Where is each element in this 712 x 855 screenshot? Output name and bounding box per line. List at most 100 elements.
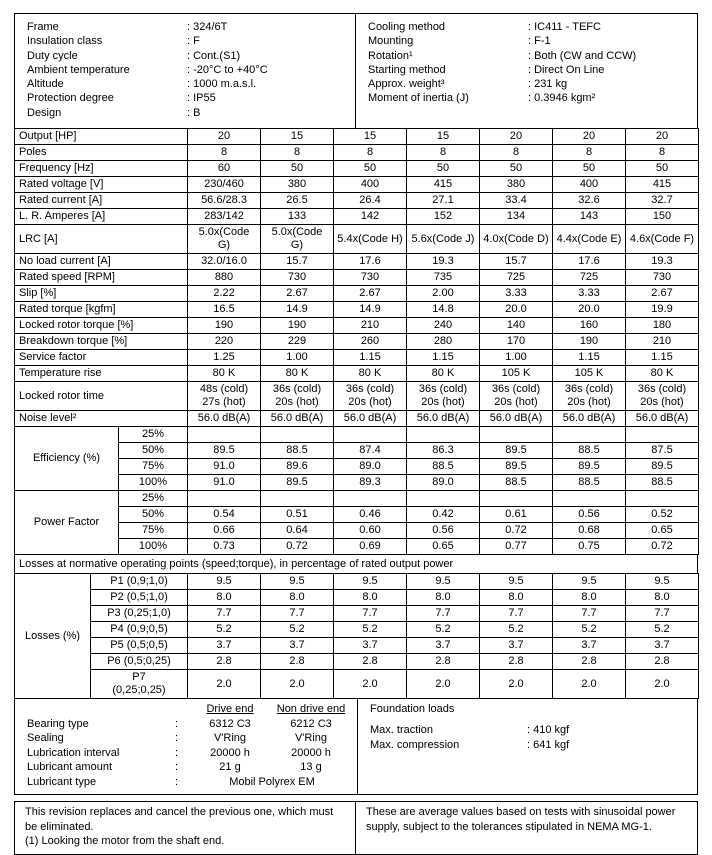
load-label: 75% [118, 522, 188, 540]
cell: 20.0 [479, 301, 553, 319]
cell: 2.0 [333, 669, 407, 700]
cell: V'Ring [294, 732, 328, 745]
point-label: P5 (0,5;0,5) [90, 637, 188, 655]
cell: 8 [406, 144, 480, 162]
table-row: Breakdown torque [%] 220 229 260 280 170 190 21… [14, 333, 699, 351]
cell: 88.5 [625, 474, 699, 492]
cell: 2.0 [406, 669, 480, 700]
info-label: Insulation class [27, 35, 103, 48]
cell: 19.3 [406, 253, 480, 271]
cell: 36s (cold) 20s (hot) [552, 381, 626, 412]
cell: 5.2 [479, 621, 553, 639]
info-label: Moment of inertia (J) [368, 92, 469, 105]
table-row: LRC [A] 5.0x(Code G) 5.0x(Code G) 5.4x(Code… [14, 224, 699, 255]
spec-table: Output [HP] 20 15 15 15 20 20 20 Poles 8 8 8 8 8 8 8 Fre… [14, 128, 699, 428]
losses-table-body: Losses (%) P1 (0,9;1,0) 9.5 9.5 9.5 9.5 9.5 9.5… [14, 573, 699, 700]
cell: 4.4x(Code E) [552, 224, 626, 255]
table-row: Lubricant amount: 21 g 13 g [27, 760, 353, 775]
row-label: Output [HP] [14, 128, 188, 146]
table-row: 75% 0.66 0.64 0.60 0.56 0.72 0.68 0.65 [15, 522, 699, 540]
cell: 105 K [552, 365, 626, 383]
cell: 2.0 [552, 669, 626, 700]
info-label: Duty cycle [27, 49, 78, 62]
cell: 91.0 [187, 458, 261, 476]
table-row: Locked rotor time 48s (cold) 27s (hot) 36s… [14, 381, 699, 412]
cell: 230/460 [187, 176, 261, 194]
cell: 60 [187, 160, 261, 178]
info-label: Frame [27, 21, 59, 33]
group-label: Power Factor [14, 490, 119, 556]
cell: 33.4 [479, 192, 553, 210]
table-row: Slip [%] 2.22 2.67 2.67 2.00 3.33 3.33 2.67 [14, 285, 699, 303]
cell: 1.15 [552, 349, 626, 367]
losses-table: Losses (%) P1 (0,9;1,0) 9.5 9.5 9.5 9.5 9.5 9.5… [14, 573, 699, 700]
cell: 32.7 [625, 192, 699, 210]
cell: 50 [406, 160, 480, 178]
cell: 9.5 [260, 573, 334, 591]
cell: 15 [406, 128, 480, 146]
cell: 36s (cold) 20s (hot) [333, 381, 407, 412]
info-row: Approx. weight³: 231 kg [368, 77, 693, 91]
cell: 8.0 [187, 589, 261, 607]
row-label: Temperature rise [14, 365, 188, 383]
table-row: Rated voltage [V] 230/460 380 400 415 380 400 4… [14, 176, 699, 194]
info-row: Ambient temperature: -20°C to +40°C [27, 63, 351, 77]
info-value: : IP55 [187, 92, 216, 105]
cell: 0.56 [552, 506, 626, 524]
cell: 160 [552, 317, 626, 335]
spacer-cell [175, 702, 191, 717]
cell [406, 490, 480, 508]
cell: 3.7 [552, 637, 626, 655]
cell: 26.4 [333, 192, 407, 210]
table-row: Efficiency (%) 25% [14, 426, 699, 492]
cell: 2.00 [406, 285, 480, 303]
cell: 2.0 [260, 669, 334, 700]
info-value: : -20°C to +40°C [187, 63, 268, 76]
colon: : [175, 717, 179, 730]
cell: 5.0x(Code G) [187, 224, 261, 255]
cell: 4.6x(Code F) [625, 224, 699, 255]
cell: 220 [187, 333, 261, 351]
row-label: Poles [14, 144, 188, 162]
point-label: P1 (0,9;1,0) [90, 573, 188, 591]
table-row: P3 (0,25;1,0) 7.7 7.7 7.7 7.7 7.7 7.7 7.7 [15, 605, 699, 623]
table-row: Sealing: V'Ring V'Ring [27, 731, 353, 746]
cell: 190 [260, 317, 334, 335]
table-row: P7 (0,25;0,25) 2.0 2.0 2.0 2.0 2.0 2.0 2.0 [15, 669, 699, 700]
cell: 88.5 [552, 442, 626, 460]
cell: 32.0/16.0 [187, 253, 261, 271]
cell: 88.5 [406, 458, 480, 476]
cell: 380 [479, 176, 553, 194]
cell: 3.33 [479, 285, 553, 303]
cell: 2.8 [406, 653, 480, 671]
cell: 8 [260, 144, 334, 162]
cell: 50 [479, 160, 553, 178]
cell: 5.2 [187, 621, 261, 639]
table-row: Losses (%) P1 (0,9;1,0) 9.5 9.5 9.5 9.5 9.5 9.5… [14, 573, 699, 700]
cell: 280 [406, 333, 480, 351]
info-label: Cooling method [368, 21, 446, 33]
row-label: Lubricant amount [27, 761, 112, 774]
cell: 56.0 dB(A) [552, 410, 626, 428]
cell: 21 g [219, 761, 241, 774]
losses-caption: Losses at normative operating points (sp… [14, 554, 698, 575]
cell: 7.7 [333, 605, 407, 623]
cell: 150 [625, 208, 699, 226]
info-row: Frame: 324/6T [27, 20, 351, 34]
cell: 0.52 [625, 506, 699, 524]
row-label: Frequency [Hz] [14, 160, 188, 178]
cell: 15.7 [479, 253, 553, 271]
cell: 89.6 [260, 458, 334, 476]
info-row: Duty cycle: Cont.(S1) [27, 49, 351, 63]
info-label: Mounting [368, 35, 414, 48]
table-row: 75% 91.0 89.6 89.0 88.5 89.5 89.5 89.5 [15, 458, 699, 476]
info-label: Rotation¹ [368, 49, 413, 62]
cell [552, 426, 626, 444]
spec-table-body: Output [HP] 20 15 15 15 20 20 20 Poles 8 8 8 8 8 8 8 Fre… [14, 128, 699, 428]
table-row: P4 (0,9;0,5) 5.2 5.2 5.2 5.2 5.2 5.2 5.2 [15, 621, 699, 639]
cell: 7.7 [187, 605, 261, 623]
cell: 380 [260, 176, 334, 194]
cell: 730 [625, 269, 699, 287]
cell: 32.6 [552, 192, 626, 210]
cell: 50 [260, 160, 334, 178]
